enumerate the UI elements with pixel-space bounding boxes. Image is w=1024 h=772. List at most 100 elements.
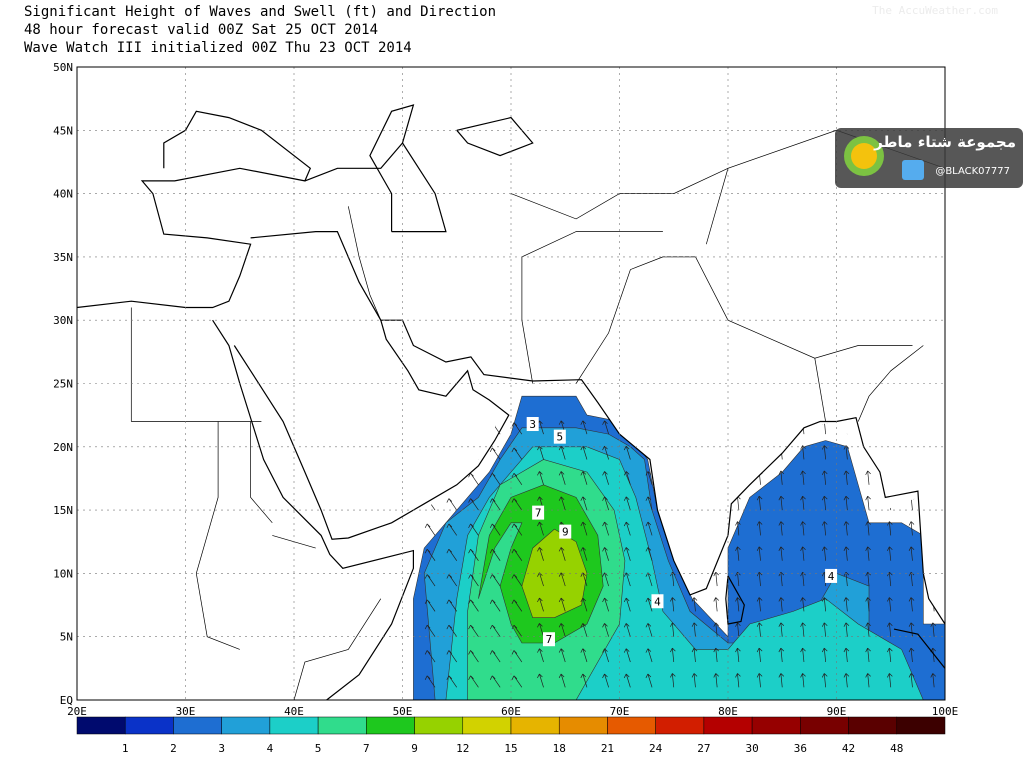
direction-arrow (843, 647, 850, 663)
contour-label-box (532, 505, 545, 520)
direction-arrow (537, 623, 544, 637)
direction-arrow (602, 623, 609, 637)
direction-arrow (489, 675, 501, 688)
colorbar-bin (221, 716, 271, 735)
direction-arrow (865, 673, 871, 688)
direction-arrow (623, 623, 631, 637)
direction-arrow (756, 647, 763, 663)
direction-arrow (778, 521, 785, 536)
direction-arrow (537, 648, 544, 663)
direction-arrow (691, 673, 698, 688)
direction-arrow (537, 597, 544, 612)
title: Significant Height of Waves and Swell (f… (24, 4, 496, 20)
direction-arrow (645, 673, 653, 688)
colorbar-bin (848, 716, 898, 735)
direction-arrow (602, 420, 609, 435)
direction-arrow (800, 597, 806, 612)
direction-arrow (645, 648, 653, 663)
colorbar-label: 3 (218, 742, 225, 755)
direction-arrow (778, 495, 785, 511)
direction-arrow (489, 548, 501, 561)
direction-arrow (468, 548, 479, 561)
direction-arrow (558, 597, 566, 612)
direction-arrow (778, 647, 785, 663)
direction-arrow (623, 521, 631, 536)
watermark: مجموعة شتاء ماطر @BLACK07777 (835, 128, 1023, 188)
colorbar-label: 15 (504, 742, 517, 755)
direction-arrow (865, 521, 871, 536)
map-frame (76, 66, 946, 701)
contour-label-box (526, 417, 539, 432)
direction-arrow (645, 597, 653, 612)
lon-label: 50E (393, 705, 413, 718)
coastline (369, 104, 447, 233)
coastline (893, 628, 946, 669)
colorbar-bin (76, 716, 126, 735)
direction-arrow (468, 624, 479, 637)
direction-arrow (778, 546, 785, 561)
coastline (76, 110, 312, 309)
direction-arrow (843, 597, 850, 612)
direction-arrow (489, 574, 501, 587)
direction-arrow (843, 571, 850, 587)
border (857, 345, 924, 422)
direction-arrow (865, 647, 871, 663)
direction-arrow (623, 597, 631, 612)
credit: The AccuWeather.com (872, 4, 998, 17)
direction-arrow (800, 495, 806, 511)
lon-label: 100E (932, 705, 959, 718)
lon-label: 70E (610, 705, 630, 718)
direction-arrow (558, 496, 566, 511)
direction-arrow (713, 673, 719, 688)
direction-arrow (602, 471, 609, 485)
colorbar-bin (896, 716, 946, 735)
direction-arrow (468, 650, 479, 663)
lat-label: 45N (53, 124, 73, 137)
direction-arrow (670, 622, 676, 637)
direction-arrow (887, 673, 893, 688)
lon-label: 60E (501, 705, 521, 718)
direction-arrow (843, 521, 850, 536)
direction-arrow (778, 622, 785, 637)
direction-arrow (843, 546, 850, 561)
direction-arrow (756, 673, 763, 688)
direction-arrow (670, 597, 676, 612)
direction-arrow (446, 650, 458, 663)
colorbar-bin (317, 716, 367, 735)
direction-arrow (511, 472, 523, 485)
direction-arrow (800, 546, 806, 561)
lat-label: 35N (53, 251, 73, 264)
direction-arrow (424, 548, 436, 561)
colorbar-label: 24 (649, 742, 663, 755)
direction-arrow (778, 571, 785, 587)
direction-arrow (623, 572, 631, 587)
direction-arrow (446, 599, 458, 612)
lat-label: EQ (60, 694, 73, 707)
direction-arrow (821, 597, 828, 612)
direction-arrow (580, 623, 588, 637)
direction-arrow (511, 574, 523, 587)
colorbar-label: 1 (122, 742, 129, 755)
direction-arrow (645, 471, 653, 485)
direction-arrow (645, 496, 653, 511)
watermark-group: مجموعة شتاء ماطر (873, 133, 1016, 151)
direction-arrow (511, 675, 523, 688)
direction-arrow (446, 548, 458, 561)
coastline (233, 319, 946, 625)
direction-arrow (537, 547, 544, 561)
direction-arrow (580, 673, 588, 688)
direction-arrow (511, 498, 523, 511)
direction-arrow (735, 673, 741, 688)
lon-label: 30E (176, 705, 196, 718)
direction-arrow (821, 495, 828, 511)
direction-arrow (468, 675, 479, 688)
colorbar-label: 42 (842, 742, 855, 755)
direction-arrow (580, 496, 588, 511)
direction-arrow (424, 675, 436, 688)
direction-arrow (670, 571, 676, 587)
direction-arrow (468, 472, 479, 485)
subtitle: Wave Watch III initialized 00Z Thu 23 OC… (24, 40, 412, 56)
lon-label: 90E (827, 705, 847, 718)
direction-arrow (558, 445, 566, 460)
